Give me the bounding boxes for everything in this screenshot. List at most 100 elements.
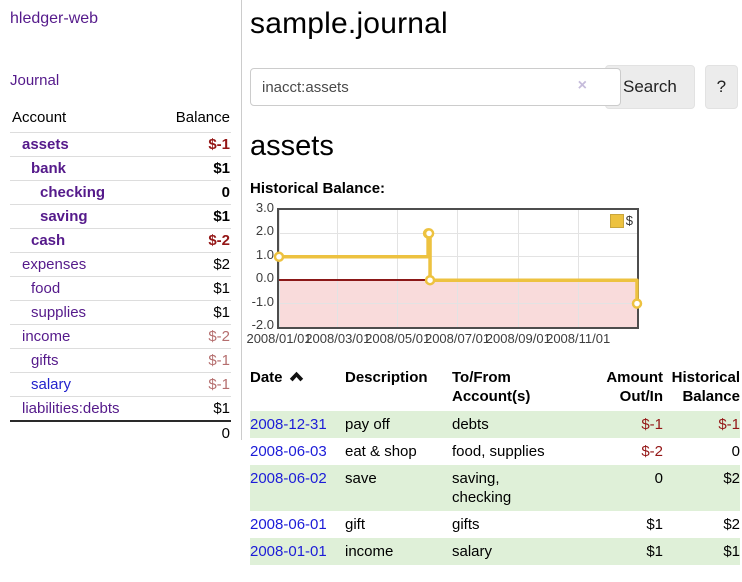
account-link-gifts[interactable]: gifts [31,352,59,369]
column-header-date[interactable]: Date [250,366,345,411]
transaction-accounts: debts [452,416,489,433]
column-header-amount[interactable]: Amount Out/In [606,369,663,405]
account-link-assets[interactable]: assets [22,136,69,153]
x-tick-label: 2008/09/01 [485,331,551,346]
transaction-description: income [345,543,394,560]
transaction-row: 2008-06-01 gift gifts $1 $2 [250,511,740,538]
gridline [517,210,519,327]
gridline [279,256,637,258]
transaction-balance: $2 [723,470,740,487]
account-balance: $1 [155,276,231,301]
account-row: supplies $1 [10,300,231,325]
account-row: gifts $-1 [10,348,231,373]
y-tick-label: -1.0 [251,293,274,309]
account-link-food[interactable]: food [31,280,61,297]
column-header-accounts[interactable]: To/From Account(s) [452,369,531,405]
transaction-row: 2008-06-02 save saving, checking 0 $2 [250,465,740,511]
x-tick-label: 2008/03/01 [305,331,371,346]
account-balance: $1 [155,396,231,421]
transaction-description: save [345,470,377,487]
account-balance: $1 [155,204,231,229]
account-row: income $-2 [10,324,231,349]
transaction-date-link[interactable]: 2008-12-31 [250,416,327,433]
transaction-amount: 0 [654,470,663,487]
account-link-saving[interactable]: saving [40,208,88,225]
historical-balance-chart: 3.0 2.0 1.0 0.0 -1.0 -2.0 $ 2008/01/01 2008/03… [246,201,740,351]
account-balance: $2 [155,252,231,277]
account-row: assets $-1 [10,132,231,157]
accounts-header-account: Account [12,109,67,126]
account-row: salary $-1 [10,372,231,397]
x-tick-label: 2008/01/01 [246,331,312,346]
sort-ascending-icon [289,371,303,382]
account-link-checking[interactable]: checking [40,184,106,201]
account-balance: $-2 [155,228,231,253]
transaction-accounts: gifts [452,516,480,533]
transaction-description: pay off [345,416,390,433]
transaction-date-link[interactable]: 2008-06-03 [250,443,327,460]
data-point-marker [423,228,435,239]
transaction-balance: $-1 [718,416,740,433]
clear-search-icon[interactable]: × [577,77,587,94]
account-link-salary[interactable]: salary [31,376,72,393]
account-balance: 0 [155,180,231,205]
transaction-balance: $2 [723,516,740,533]
gridline [457,210,458,327]
balance-line-series [273,228,643,309]
chart-plot-area: $ [273,208,643,329]
app-brand-link[interactable]: hledger-web [10,10,99,27]
account-link-bank[interactable]: bank [31,160,67,177]
column-header-description[interactable]: Description [345,369,428,386]
transaction-row: 2008-01-01 income salary $1 $1 [250,538,740,565]
account-link-expenses[interactable]: expenses [22,256,87,273]
transaction-description: gift [345,516,366,533]
account-balance: $-1 [155,348,231,373]
account-balance: $-1 [155,372,231,397]
x-tick-label: 2008/05/01 [365,331,431,346]
legend-label: $ [625,213,633,228]
account-link-liabilities-debts[interactable]: liabilities:debts [22,400,120,417]
transactions-table: Date Description To/From Account(s) Amou… [250,366,740,565]
transaction-description: eat & shop [345,443,417,460]
account-row: cash $-2 [10,228,231,253]
chart-legend: $ [609,213,633,228]
account-balance: $-2 [155,324,231,349]
account-balance: $-1 [155,132,231,157]
account-link-income[interactable]: income [22,328,71,345]
account-link-cash[interactable]: cash [31,232,66,249]
column-header-balance[interactable]: Historical Balance [671,369,740,405]
page-title: sample.journal [250,7,448,40]
transaction-balance: 0 [731,443,740,460]
legend-swatch-icon [609,213,624,228]
transaction-date-link[interactable]: 2008-06-02 [250,470,327,487]
sidebar-item-journal[interactable]: Journal [10,72,60,89]
data-point-marker [424,274,436,286]
transaction-date-link[interactable]: 2008-01-01 [250,543,327,560]
account-link-supplies[interactable]: supplies [31,304,87,321]
y-tick-label: 1.0 [255,246,274,262]
help-button[interactable]: ? [704,65,738,109]
account-balance: $1 [155,156,231,181]
transaction-date-link[interactable]: 2008-06-01 [250,516,327,533]
transaction-amount: $1 [646,543,663,560]
gridline [337,210,339,327]
data-point-marker [631,298,643,309]
chart-heading: Historical Balance: [250,180,386,197]
accounts-total-row: 0 [10,420,231,445]
search-input[interactable] [250,68,621,106]
data-point-marker [273,251,285,263]
account-row: food $1 [10,276,231,301]
accounts-table: Account Balance assets $-1 bank $1 checkin… [10,106,231,445]
gridline [577,210,579,327]
account-row: checking 0 [10,180,231,205]
accounts-header-balance: Balance [175,109,230,126]
transaction-row: 2008-12-31 pay off debts $-1 $-1 [250,411,740,438]
gridline [278,210,280,327]
y-tick-label: 0.0 [255,270,274,286]
transaction-amount: $-1 [641,416,663,433]
transaction-amount: $1 [646,516,663,533]
transaction-amount: $-2 [641,443,663,460]
account-row: liabilities:debts $1 [10,396,231,421]
gridline [397,210,399,327]
account-balance: $1 [155,300,231,325]
